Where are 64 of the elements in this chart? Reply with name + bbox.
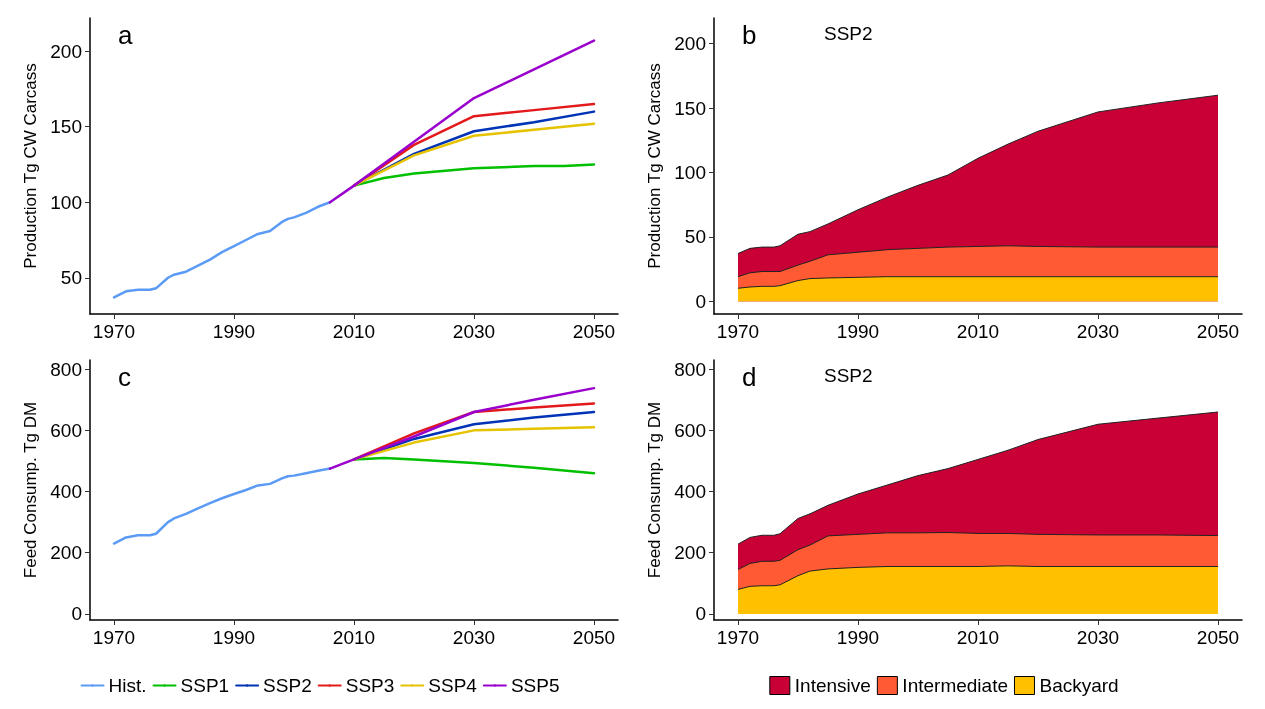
annotation: c: [118, 362, 131, 392]
legend-label: SSP2: [263, 675, 312, 696]
y-tick-label: 800: [50, 358, 82, 380]
y-tick-label: 400: [674, 481, 706, 503]
x-tick-label: 2030: [1076, 627, 1120, 648]
x-tick-label: 2050: [572, 321, 616, 342]
y-tick-label: 0: [71, 603, 82, 625]
legend-label: SSP4: [428, 675, 478, 696]
legend-label: Intermediate: [902, 675, 1008, 696]
legend-label: SSP1: [180, 675, 230, 696]
x-tick-label: 1970: [716, 321, 760, 342]
line-series: [352, 456, 596, 475]
y-tick-label: 150: [674, 97, 706, 119]
y-tick-label: 150: [50, 116, 82, 138]
legend-label: Hist.: [108, 675, 147, 696]
x-tick-label: 2030: [452, 627, 496, 648]
annotation: a: [118, 20, 133, 50]
line-series: [112, 467, 332, 545]
y-tick-label: 0: [695, 290, 706, 312]
y-tick-label: 600: [50, 419, 82, 441]
x-tick-label: 2050: [572, 627, 616, 648]
y-tick-label: 200: [50, 40, 82, 62]
y-tick-label: 800: [674, 358, 706, 380]
y-tick-label: 600: [674, 419, 706, 441]
legend-label: Backyard: [1039, 675, 1119, 696]
x-tick-label: 1970: [92, 627, 136, 648]
annotation: SSP2: [824, 23, 873, 44]
x-tick-label: 1990: [836, 321, 880, 342]
y-axis-title: Production Tg CW Carcass: [645, 63, 665, 269]
legend-label: SSP3: [345, 675, 395, 696]
y-tick-label: 400: [50, 481, 82, 503]
x-tick-label: 1990: [212, 321, 256, 342]
x-tick-label: 2030: [452, 321, 496, 342]
annotation: b: [742, 20, 757, 50]
y-tick-label: 200: [674, 33, 706, 55]
y-tick-label: 0: [695, 603, 706, 625]
line-series: [352, 163, 596, 187]
y-tick-label: 50: [684, 226, 706, 248]
y-tick-label: 50: [60, 267, 82, 289]
legend-label: Intensive: [794, 675, 871, 696]
y-tick-label: 100: [50, 191, 82, 213]
y-axis-title: Feed Consump. Tg DM: [21, 401, 41, 579]
x-tick-label: 2050: [1196, 627, 1240, 648]
x-tick-label: 2010: [332, 321, 376, 342]
y-tick-label: 200: [674, 542, 706, 564]
y-tick-label: 100: [674, 161, 706, 183]
line-series: [112, 200, 332, 299]
x-tick-label: 2030: [1076, 321, 1120, 342]
x-tick-label: 1970: [92, 321, 136, 342]
annotation: SSP2: [824, 365, 873, 386]
annotation: d: [742, 362, 757, 392]
y-axis-title: Feed Consump. Tg DM: [645, 401, 665, 579]
x-tick-label: 2010: [956, 321, 1000, 342]
y-axis-title: Production Tg CW Carcass: [21, 63, 41, 269]
x-tick-label: 2010: [332, 627, 376, 648]
y-tick-label: 200: [50, 542, 82, 564]
line-series: [328, 39, 596, 204]
line-series: [328, 386, 596, 470]
x-tick-label: 1970: [716, 627, 760, 648]
x-tick-label: 2010: [956, 627, 1000, 648]
legend-label: SSP5: [510, 675, 560, 696]
x-tick-label: 2050: [1196, 321, 1240, 342]
x-tick-label: 1990: [212, 627, 256, 648]
x-tick-label: 1990: [836, 627, 880, 648]
